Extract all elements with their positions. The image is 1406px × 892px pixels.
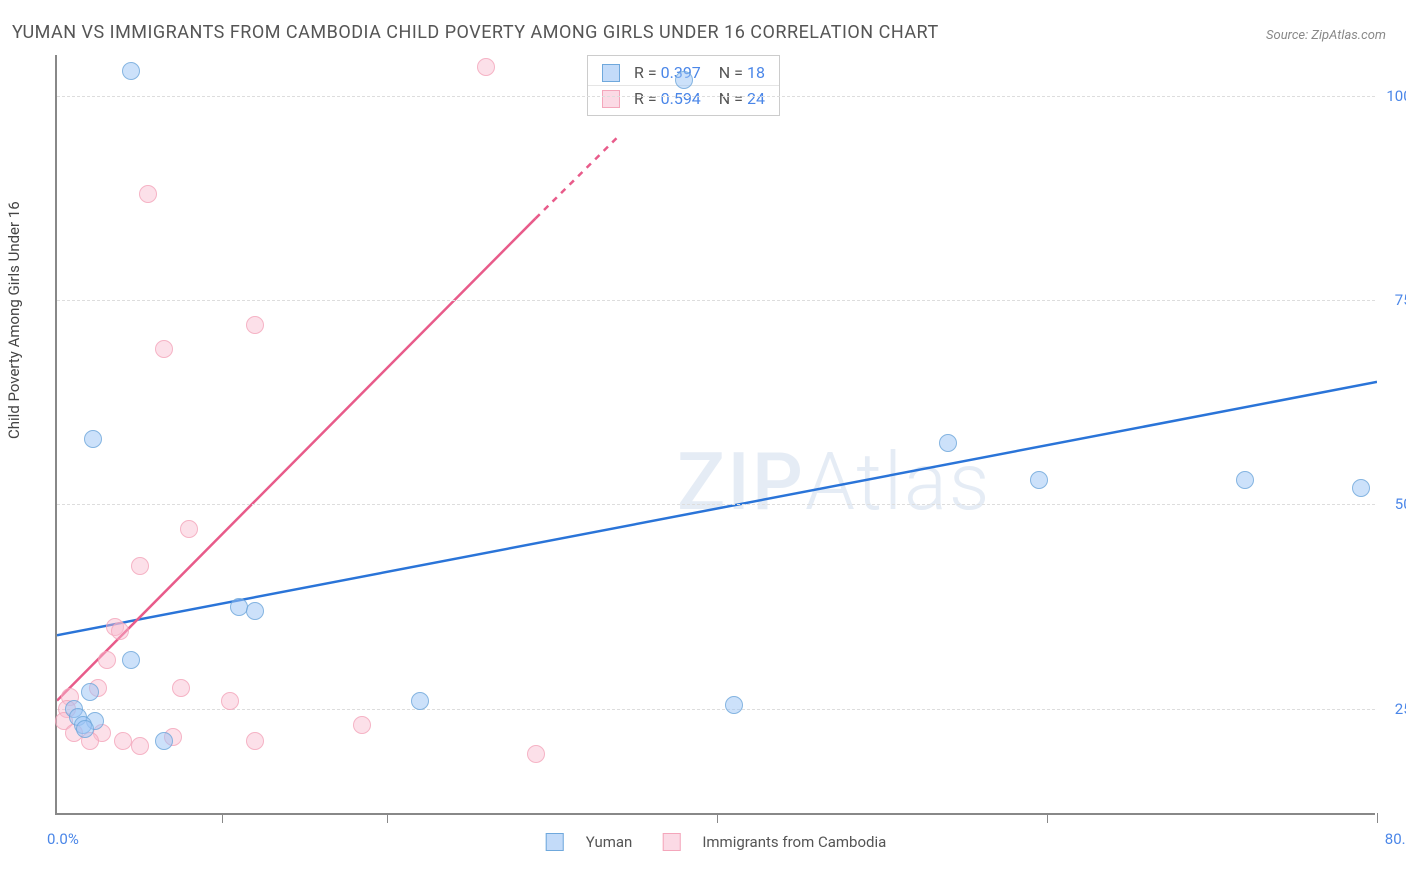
trend-line [536, 137, 619, 219]
legend-label-yuman: Yuman [586, 833, 633, 851]
data-point-yuman [122, 651, 140, 669]
data-point-cambodia [180, 520, 198, 538]
swatch-blue-icon [602, 64, 620, 82]
data-point-cambodia [172, 679, 190, 697]
data-point-cambodia [139, 185, 157, 203]
n-value-cambodia: 24 [747, 89, 765, 108]
r-label: R = [634, 89, 657, 108]
legend-item-yuman: Yuman [546, 833, 633, 851]
source-label: Source: ZipAtlas.com [1266, 28, 1386, 43]
data-point-yuman [725, 696, 743, 714]
data-point-yuman [122, 62, 140, 80]
data-point-cambodia [527, 745, 545, 763]
data-point-cambodia [246, 732, 264, 750]
data-point-cambodia [353, 716, 371, 734]
trend-line [57, 382, 1377, 635]
data-point-cambodia [114, 732, 132, 750]
data-point-yuman [84, 430, 102, 448]
x-axis-max-label: 80.0% [1385, 830, 1406, 848]
x-tick [1047, 813, 1048, 823]
data-point-yuman [155, 732, 173, 750]
legend-label-cambodia: Immigrants from Cambodia [702, 833, 886, 851]
data-point-cambodia [155, 340, 173, 358]
data-point-yuman [246, 602, 264, 620]
data-point-yuman [675, 71, 693, 89]
watermark-atlas: Atlas [805, 435, 991, 529]
x-tick [387, 813, 388, 823]
data-point-yuman [411, 692, 429, 710]
gridline [57, 96, 1375, 97]
swatch-pink-icon [662, 833, 680, 851]
data-point-yuman [81, 683, 99, 701]
data-point-yuman [1352, 479, 1370, 497]
swatch-pink-icon [602, 90, 620, 108]
r-label: R = [634, 63, 657, 82]
chart-plot-area: ZIPAtlas R = 0.397 N = 18 R = 0.594 N = … [55, 55, 1375, 815]
data-point-cambodia [98, 651, 116, 669]
data-point-cambodia [131, 557, 149, 575]
data-point-cambodia [477, 58, 495, 76]
x-tick [222, 813, 223, 823]
x-axis-min-label: 0.0% [47, 830, 79, 848]
n-label: N = [719, 63, 743, 82]
r-value-cambodia: 0.594 [661, 89, 701, 108]
x-tick [717, 813, 718, 823]
chart-title: YUMAN VS IMMIGRANTS FROM CAMBODIA CHILD … [12, 22, 939, 43]
y-tick-label: 25.0% [1395, 700, 1406, 718]
swatch-blue-icon [546, 833, 564, 851]
y-tick-label: 50.0% [1395, 495, 1406, 513]
n-label: N = [719, 89, 743, 108]
stats-row-cambodia: R = 0.594 N = 24 [588, 85, 779, 111]
gridline [57, 709, 1375, 710]
trend-line [57, 218, 536, 700]
data-point-yuman [1030, 471, 1048, 489]
x-tick [1377, 813, 1378, 823]
legend-item-cambodia: Immigrants from Cambodia [662, 833, 886, 851]
data-point-yuman [230, 598, 248, 616]
trend-lines-svg [57, 55, 1377, 815]
data-point-cambodia [246, 316, 264, 334]
y-tick-label: 100.0% [1386, 87, 1406, 105]
data-point-yuman [76, 720, 94, 738]
n-value-yuman: 18 [747, 63, 765, 82]
data-point-yuman [939, 434, 957, 452]
data-point-cambodia [221, 692, 239, 710]
gridline [57, 504, 1375, 505]
bottom-legend: Yuman Immigrants from Cambodia [546, 833, 887, 851]
y-tick-label: 75.0% [1395, 291, 1406, 309]
data-point-cambodia [111, 622, 129, 640]
watermark-zip: ZIP [677, 435, 805, 529]
y-axis-label: Child Poverty Among Girls Under 16 [5, 201, 23, 439]
gridline [57, 300, 1375, 301]
data-point-cambodia [131, 737, 149, 755]
data-point-yuman [1236, 471, 1254, 489]
